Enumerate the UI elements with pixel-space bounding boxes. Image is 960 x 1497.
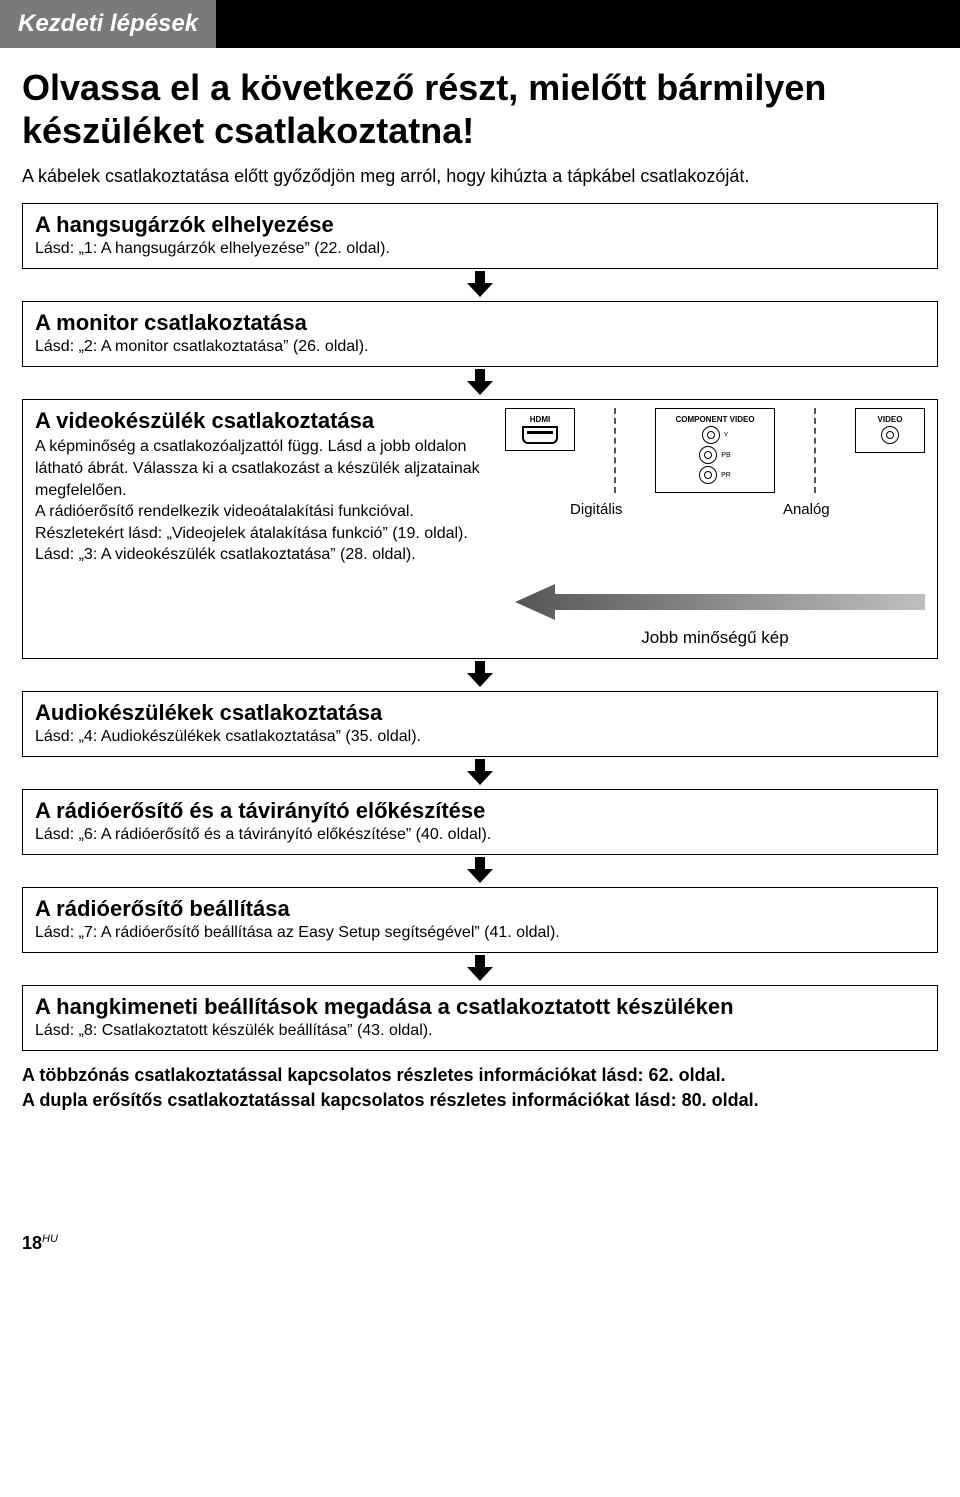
step-monitor: A monitor csatlakoztatása Lásd: „2: A mo… — [22, 301, 938, 367]
section-header-bar: Kezdeti lépések — [0, 0, 960, 48]
video-connector-icon — [881, 426, 899, 444]
step-output-title: A hangkimeneti beállítások megadása a cs… — [35, 994, 925, 1020]
y-label: Y — [724, 432, 729, 439]
arrow-down-icon — [22, 955, 938, 983]
arrow-down-icon — [22, 759, 938, 787]
step-output: A hangkimeneti beállítások megadása a cs… — [22, 985, 938, 1051]
section-header-label: Kezdeti lépések — [0, 0, 216, 48]
page-content: Olvassa el a következő részt, mielőtt bá… — [0, 66, 960, 1274]
better-quality-caption: Jobb minőségű kép — [505, 628, 925, 648]
section-header-spacer — [216, 0, 960, 48]
quality-arrow-icon — [505, 582, 925, 622]
step-audio-title: Audiokészülékek csatlakoztatása — [35, 700, 925, 726]
component-port-group: COMPONENT VIDEO Y PB PR — [655, 408, 775, 493]
hdmi-port-group: HDMI — [505, 408, 575, 451]
step-setup-ref: Lásd: „7: A rádióerősítő beállítása az E… — [35, 924, 925, 942]
step-audio: Audiokészülékek csatlakoztatása Lásd: „4… — [22, 691, 938, 757]
arrow-down-icon — [22, 271, 938, 299]
multizone-info: A többzónás csatlakoztatással kapcsolato… — [22, 1063, 938, 1088]
step-monitor-title: A monitor csatlakoztatása — [35, 310, 925, 336]
step-video-title: A videokészülék csatlakoztatása — [35, 408, 485, 434]
page-number-value: 18 — [22, 1233, 42, 1253]
step-speakers-ref: Lásd: „1: A hangsugárzók elhelyezése” (2… — [35, 240, 925, 258]
step-audio-ref: Lásd: „4: Audiokészülékek csatlakoztatás… — [35, 728, 925, 746]
pb-label: PB — [721, 452, 730, 459]
pr-connector-icon — [699, 466, 717, 484]
diagram-divider — [814, 408, 816, 493]
intro-text: A kábelek csatlakoztatása előtt győződjö… — [22, 166, 938, 187]
step-prepare: A rádióerősítő és a távirányító előkészí… — [22, 789, 938, 855]
step-video: A videokészülék csatlakoztatása A képmin… — [22, 399, 938, 659]
connection-diagram: HDMI COMPONENT VIDEO Y PB PR — [505, 408, 925, 518]
video-port-group: VIDEO — [855, 408, 925, 453]
arrow-down-icon — [22, 857, 938, 885]
arrow-down-icon — [22, 369, 938, 397]
arrow-down-icon — [22, 661, 938, 689]
hdmi-port-icon — [522, 426, 558, 444]
video-label: VIDEO — [864, 415, 916, 424]
step-prepare-title: A rádióerősítő és a távirányító előkészí… — [35, 798, 925, 824]
diagram-divider — [614, 408, 616, 493]
step-setup-title: A rádióerősítő beállítása — [35, 896, 925, 922]
analog-label: Analóg — [688, 501, 925, 518]
step-speakers: A hangsugárzók elhelyezése Lásd: „1: A h… — [22, 203, 938, 269]
page-number-lang: HU — [42, 1233, 58, 1245]
step-video-body: A képminőség a csatlakozóaljzattól függ.… — [35, 436, 485, 566]
step-video-text: A videokészülék csatlakoztatása A képmin… — [35, 408, 485, 566]
y-connector-icon — [702, 426, 720, 444]
component-label: COMPONENT VIDEO — [664, 415, 766, 424]
step-prepare-ref: Lásd: „6: A rádióerősítő és a távirányít… — [35, 826, 925, 844]
biamp-info: A dupla erősítős csatlakoztatással kapcs… — [22, 1088, 938, 1113]
step-output-ref: Lásd: „8: Csatlakoztatott készülék beáll… — [35, 1022, 925, 1040]
pb-connector-icon — [699, 446, 717, 464]
step-speakers-title: A hangsugárzók elhelyezése — [35, 212, 925, 238]
digital-label: Digitális — [505, 501, 688, 518]
step-monitor-ref: Lásd: „2: A monitor csatlakoztatása” (26… — [35, 338, 925, 356]
page-title: Olvassa el a következő részt, mielőtt bá… — [22, 66, 938, 152]
pr-label: PR — [721, 472, 731, 479]
hdmi-label: HDMI — [514, 415, 566, 424]
page-number: 18HU — [22, 1233, 938, 1254]
step-setup: A rádióerősítő beállítása Lásd: „7: A rá… — [22, 887, 938, 953]
